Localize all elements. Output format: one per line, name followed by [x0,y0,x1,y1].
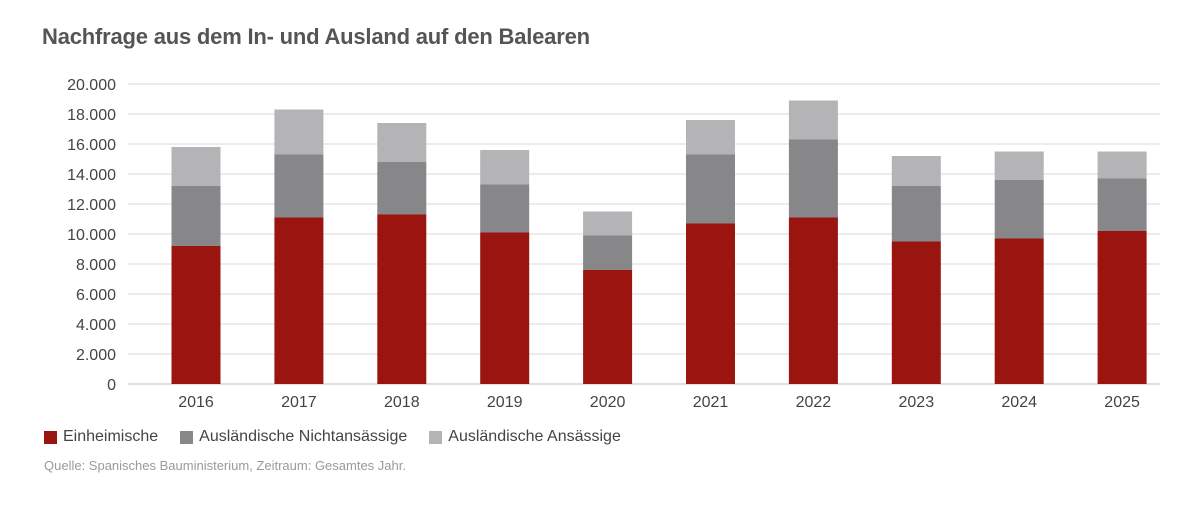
y-tick-label: 18.000 [67,107,116,124]
legend-item-einheimische: Einheimische [44,428,158,446]
bar-ansaessige-2023 [891,156,941,186]
y-axis-ticks: 0 2.000 4.000 6.000 8.000 10.000 12.000 14.000 1… [67,77,116,394]
x-tick-label: 2017 [281,394,317,411]
y-tick-label: 12.000 [67,197,116,214]
chart-title: Nachfrage aus dem In- und Ausland auf de… [42,24,590,49]
legend-label-einheimische: Einheimische [63,428,159,445]
bar-einheimische-2019 [480,232,530,384]
bar-ansaessige-2025 [1097,151,1147,179]
bar-nichtansaessige-2019 [480,184,530,233]
bar-einheimische-2021 [686,223,735,384]
legend-item-nichtansaessige: Ausländische Nichtansässige [180,428,407,446]
y-tick-label: 4.000 [76,317,116,334]
bar-nichtansaessige-2021 [686,154,735,224]
bar-ansaessige-2021 [686,120,735,155]
bar-einheimische-2020 [583,270,633,384]
bar-nichtansaessige-2024 [994,180,1044,239]
bar-einheimische-2016 [171,246,221,384]
bar-ansaessige-2019 [480,150,530,185]
y-tick-label: 2.000 [76,347,116,364]
bar-einheimische-2018 [377,214,427,384]
y-tick-label: 20.000 [67,77,116,94]
legend-swatch-ansaessige [429,430,443,444]
y-tick-label: 0 [107,377,116,394]
bar-ansaessige-2020 [583,211,633,236]
bar-ansaessige-2016 [171,147,221,186]
bar-einheimische-2024 [994,238,1044,384]
x-tick-label: 2019 [487,394,523,411]
bar-nichtansaessige-2025 [1097,178,1147,231]
source-note: Quelle: Spanisches Bauministerium, Zeitr… [44,458,406,473]
y-tick-label: 6.000 [76,287,116,304]
x-tick-label: 2022 [796,394,832,411]
x-tick-label: 2023 [899,394,935,411]
x-tick-label: 2024 [1001,394,1037,411]
bar-einheimische-2017 [274,217,324,384]
y-tick-label: 14.000 [67,167,116,184]
x-tick-label: 2016 [178,394,214,411]
legend-swatch-nichtansaessige [180,430,194,444]
legend-label-nichtansaessige: Ausländische Nichtansässige [199,428,408,445]
bar-einheimische-2022 [788,217,838,384]
legend: Einheimische Ausländische Nichtansässige… [44,428,621,446]
x-axis-ticks: 2016 2017 2018 2019 2020 2021 2022 2023 2024 2025 [178,394,1140,411]
bar-ansaessige-2018 [377,123,427,162]
bar-ansaessige-2024 [994,151,1044,180]
x-tick-label: 2020 [590,394,626,411]
bar-einheimische-2025 [1097,231,1147,384]
bar-nichtansaessige-2016 [171,186,221,246]
bars [171,100,1147,384]
x-tick-label: 2025 [1104,394,1140,411]
bar-ansaessige-2017 [274,109,324,155]
bar-nichtansaessige-2022 [788,139,838,218]
bar-ansaessige-2022 [788,100,838,140]
x-tick-label: 2018 [384,394,420,411]
y-tick-label: 16.000 [67,137,116,154]
x-tick-label: 2021 [693,394,729,411]
legend-label-ansaessige: Ausländische Ansässige [448,428,621,445]
bar-nichtansaessige-2020 [583,235,633,270]
bar-nichtansaessige-2023 [891,186,941,242]
y-tick-label: 8.000 [76,257,116,274]
bar-nichtansaessige-2018 [377,162,427,215]
legend-swatch-einheimische [44,430,57,444]
bar-einheimische-2023 [891,241,941,384]
bar-nichtansaessige-2017 [274,154,324,218]
y-tick-label: 10.000 [67,227,116,244]
legend-item-ansaessige: Ausländische Ansässige [429,428,621,446]
